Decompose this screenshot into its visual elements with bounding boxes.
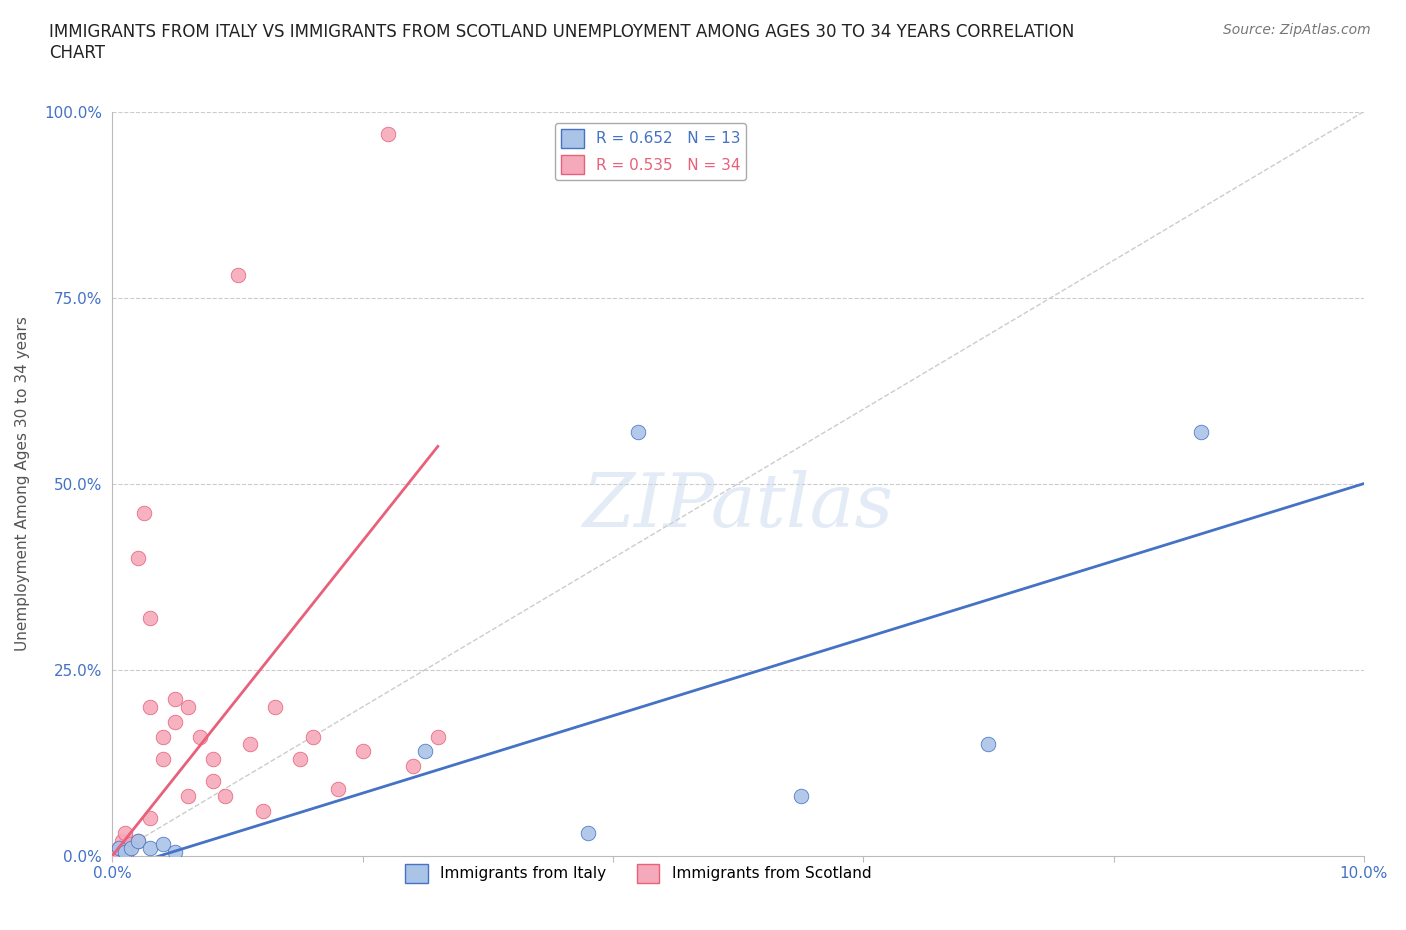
Point: [576, 826, 599, 841]
Point: [105, 844, 128, 859]
Text: Source: ZipAtlas.com: Source: ZipAtlas.com: [1223, 23, 1371, 37]
Point: [252, 804, 274, 818]
Point: [127, 551, 149, 565]
Point: [132, 506, 155, 521]
Point: [117, 844, 139, 859]
Point: [152, 837, 174, 852]
Point: [120, 841, 142, 856]
Point: [120, 837, 142, 852]
Point: [139, 811, 162, 826]
Point: [301, 729, 323, 744]
Legend: Immigrants from Italy, Immigrants from Scotland: Immigrants from Italy, Immigrants from S…: [399, 858, 877, 889]
Point: [201, 751, 224, 766]
Point: [326, 781, 349, 796]
Point: [163, 714, 186, 729]
Point: [176, 789, 198, 804]
Point: [214, 789, 236, 804]
Text: ZIPatlas: ZIPatlas: [582, 470, 894, 542]
Point: [377, 126, 399, 141]
Point: [114, 844, 136, 859]
Point: [352, 744, 374, 759]
Point: [152, 751, 174, 766]
Point: [163, 692, 186, 707]
Point: [239, 737, 262, 751]
Point: [107, 841, 129, 856]
Point: [201, 774, 224, 789]
Point: [107, 841, 129, 856]
Point: [188, 729, 211, 744]
Point: [127, 833, 149, 848]
Text: IMMIGRANTS FROM ITALY VS IMMIGRANTS FROM SCOTLAND UNEMPLOYMENT AMONG AGES 30 TO : IMMIGRANTS FROM ITALY VS IMMIGRANTS FROM…: [49, 23, 1074, 62]
Point: [790, 789, 813, 804]
Point: [226, 268, 249, 283]
Point: [264, 699, 287, 714]
Point: [139, 841, 162, 856]
Point: [627, 424, 650, 439]
Y-axis label: Unemployment Among Ages 30 to 34 years: Unemployment Among Ages 30 to 34 years: [15, 316, 30, 651]
Point: [127, 833, 149, 848]
Point: [139, 699, 162, 714]
Point: [114, 841, 136, 856]
Point: [114, 826, 136, 841]
Point: [415, 744, 437, 759]
Point: [977, 737, 1000, 751]
Point: [1189, 424, 1212, 439]
Point: [402, 759, 425, 774]
Point: [426, 729, 449, 744]
Point: [152, 729, 174, 744]
Point: [176, 699, 198, 714]
Point: [111, 833, 134, 848]
Point: [163, 844, 186, 859]
Point: [139, 610, 162, 625]
Point: [290, 751, 312, 766]
